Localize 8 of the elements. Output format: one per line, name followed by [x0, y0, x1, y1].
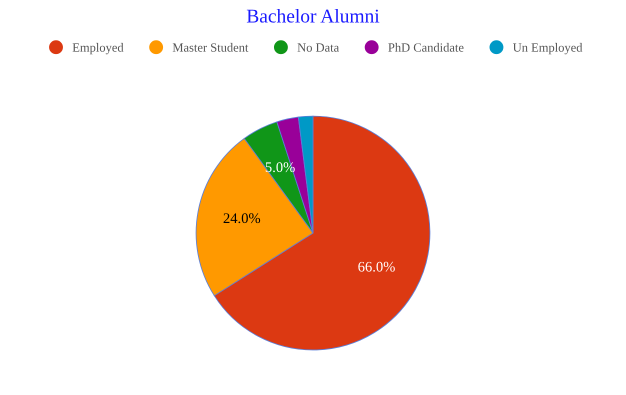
legend-label: PhD Candidate [388, 42, 464, 52]
data-label: 24.0% [224, 213, 260, 224]
legend-label: Employed [72, 42, 124, 54]
legend-label: No Data [298, 43, 339, 52]
chart-title: Bachelor Alumni [246, 8, 380, 23]
legend-label: Master Student [172, 42, 248, 52]
legend-label: Un Employed [512, 42, 582, 54]
data-label: 66.0% [358, 262, 395, 272]
